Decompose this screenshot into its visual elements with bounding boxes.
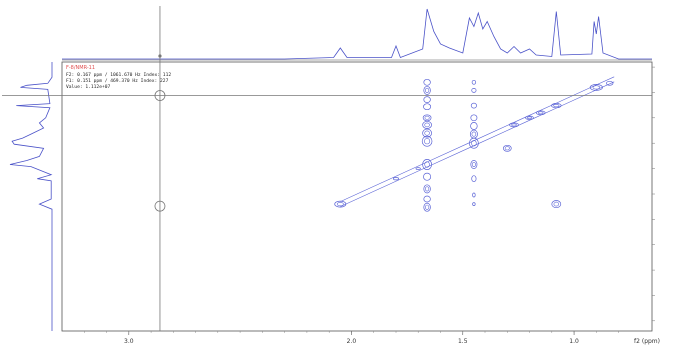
contour-peak-inner-29: [526, 116, 532, 120]
contour-plot: [334, 76, 615, 212]
contour-peak-7: [421, 135, 433, 147]
contour-peak-16: [470, 114, 478, 122]
contour-peak-inner-18: [471, 131, 477, 137]
contour-peak-inner-33: [592, 85, 600, 90]
contour-peak-0: [423, 78, 431, 86]
cursor-marker-0[interactable]: [154, 90, 166, 101]
contour-peak-30: [535, 110, 546, 116]
side-projection-trace: [9, 62, 53, 331]
top-1d-projection: [62, 8, 652, 60]
contour-peak-8: [422, 159, 432, 170]
contour-peak-inner-10: [425, 186, 430, 192]
contour-peak-28: [509, 122, 519, 128]
contour-peak-12: [423, 202, 431, 212]
crosshair-cursor[interactable]: [2, 6, 652, 331]
contour-peak-10: [423, 184, 431, 194]
x-tick-label-2: 1.5: [458, 338, 468, 345]
contour-peak-32: [551, 200, 562, 209]
contour-peak-23: [472, 202, 476, 206]
contour-peak-9: [423, 172, 432, 181]
side-1d-projection: [9, 62, 53, 331]
contour-peak-19: [469, 137, 479, 149]
spectrum-title: F-8/NMR-11: [66, 65, 95, 71]
x-axis-label: f2 (ppm): [634, 338, 660, 345]
contour-peak-5: [422, 120, 432, 129]
contour-peak-inner-1: [425, 87, 430, 93]
cursor-top-marker: [158, 54, 162, 58]
plot-frame: [61, 61, 653, 332]
f2-axis: 3.0 2.0 1.5 1.0 f2 (ppm): [84, 331, 660, 345]
contour-peak-inner-5: [424, 122, 430, 128]
contour-peak-inner-27: [504, 146, 510, 151]
contour-peak-22: [472, 192, 476, 198]
contour-peak-2: [423, 96, 431, 103]
contour-peak-15: [470, 102, 477, 109]
contour-peak-inner-6: [424, 130, 430, 136]
cursor-readout: F2: 0.167 ppm / 1061.670 Hz Index: 112 F…: [66, 72, 171, 90]
contour-peak-inner-30: [537, 111, 544, 115]
contour-peak-inner-32: [553, 201, 559, 207]
contour-peak-4: [422, 114, 432, 122]
cursor-readout-f2: F2: 0.167 ppm / 1061.670 Hz Index: 112: [66, 72, 171, 78]
contour-peak-3: [423, 103, 432, 111]
contour-peak-29: [525, 115, 534, 120]
contour-peak-inner-7: [424, 138, 431, 145]
contour-peak-inner-4: [424, 115, 430, 120]
contour-peak-1: [423, 85, 431, 95]
diagonal-contour-edge-1: [340, 81, 615, 207]
cursor-readout-value: Value: 1.112e+07: [66, 84, 110, 90]
contour-peak-11: [423, 195, 431, 203]
contour-peak-26: [415, 167, 421, 170]
x-tick-label-0: 3.0: [124, 338, 134, 345]
f1-axis: [652, 66, 655, 322]
contour-peak-17: [470, 122, 478, 130]
contour-peak-inner-24: [336, 202, 344, 207]
contour-peak-25: [392, 177, 400, 181]
top-projection-trace: [62, 8, 652, 60]
contour-peak-inner-12: [425, 204, 430, 210]
contour-peak-34: [606, 80, 614, 86]
contour-peak-21: [471, 175, 477, 183]
x-tick-label-1: 2.0: [347, 338, 357, 345]
diagonal-contour-edge-0: [340, 76, 615, 202]
cursor-marker-1[interactable]: [154, 200, 166, 212]
contour-peak-13: [471, 79, 477, 85]
contour-peak-27: [502, 144, 512, 152]
contour-peak-inner-20: [471, 162, 476, 168]
contour-peak-6: [422, 128, 432, 138]
contour-peak-20: [470, 160, 478, 169]
cursor-readout-f1: F1: 0.151 ppm / 469.370 Hz Index: 227: [66, 78, 169, 84]
x-tick-label-3: 1.0: [569, 338, 579, 345]
contour-peak-inner-31: [553, 104, 560, 108]
contour-peak-inner-28: [511, 123, 517, 127]
contour-peak-14: [471, 88, 477, 93]
